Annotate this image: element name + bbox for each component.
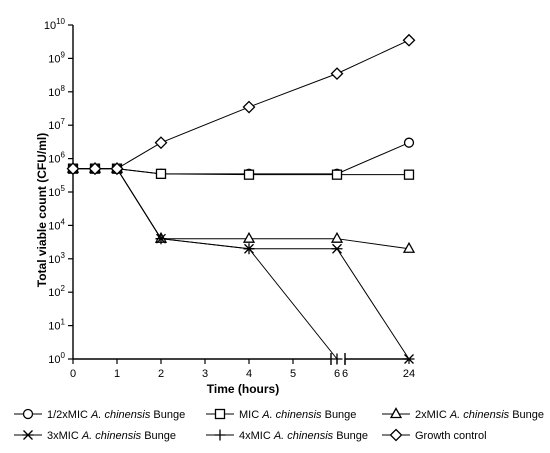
series-line	[73, 168, 410, 360]
y-tick-label: 101	[48, 318, 65, 333]
legend-item: MIC A. chinensis Bunge	[206, 408, 356, 421]
y-tick-label: 106	[48, 151, 65, 166]
y-axis-title: Total viable count (CFU/ml)	[35, 133, 49, 287]
data-point	[155, 233, 167, 245]
data-point	[155, 168, 167, 179]
data-point	[214, 408, 226, 420]
legend: 1/2xMIC A. chinensis Bunge MIC A. chinens…	[14, 407, 544, 442]
y-tick-label: 108	[48, 84, 65, 99]
y-tick-label: 100	[48, 351, 65, 366]
legend-item: 2xMIC A. chinensis Bunge	[382, 407, 544, 421]
data-point	[22, 408, 34, 420]
data-point	[331, 243, 343, 254]
y-tick-label: 105	[48, 184, 65, 199]
data-point	[403, 169, 415, 180]
data-point	[389, 428, 403, 442]
x-tick-label: 1	[114, 368, 120, 380]
x-tick-label: 4	[246, 368, 252, 380]
x-axis-title: Time (hours)	[207, 382, 279, 396]
series-line	[73, 168, 338, 360]
data-point	[389, 407, 403, 419]
legend-label: 1/2xMIC A. chinensis Bunge	[47, 409, 185, 421]
x-tick-label: 5	[290, 368, 296, 380]
data-point	[22, 430, 34, 440]
data-point	[403, 137, 415, 148]
series-layer	[66, 33, 416, 365]
series-line	[73, 168, 410, 250]
data-point	[330, 67, 344, 81]
x-tick-label: 0	[70, 368, 76, 380]
data-point	[66, 162, 80, 176]
legend-item: 1/2xMIC A. chinensis Bunge	[14, 408, 185, 421]
y-tick-label: 1010	[44, 17, 66, 32]
data-point	[154, 136, 168, 150]
legend-label: 2xMIC A. chinensis Bunge	[415, 409, 544, 421]
x-tick-label: 3	[202, 368, 208, 380]
series-triangle	[66, 161, 416, 253]
x-tick-label: 2	[158, 368, 164, 380]
x-tick-label: 6	[334, 368, 340, 380]
series-line	[73, 39, 410, 170]
legend-label: MIC A. chinensis Bunge	[239, 409, 356, 421]
legend-item: 4xMIC A. chinensis Bunge	[206, 429, 368, 442]
x-tick-labels: 0 1 2 3 4 5 6 6 24	[70, 368, 415, 380]
data-point	[402, 241, 416, 253]
legend-label: 3xMIC A. chinensis Bunge	[47, 430, 176, 442]
y-tick-label: 109	[48, 50, 65, 65]
legend-label: Growth control	[415, 430, 487, 442]
y-tick-label: 104	[48, 217, 65, 232]
legend-label: 4xMIC A. chinensis Bunge	[239, 430, 368, 442]
data-point	[331, 169, 343, 180]
data-point	[330, 231, 344, 243]
series-diamond	[66, 33, 416, 176]
data-point	[110, 162, 124, 176]
y-tick-label: 103	[48, 251, 65, 266]
series-star	[67, 163, 415, 364]
legend-item: 3xMIC A. chinensis Bunge	[14, 430, 176, 442]
data-point	[88, 162, 102, 176]
legend-item: Growth control	[382, 428, 487, 442]
series-plus	[67, 163, 343, 365]
data-point	[331, 353, 343, 365]
x-tick-label: 24	[403, 368, 415, 380]
y-tick-label: 107	[48, 117, 65, 132]
x-tick-label: 6	[342, 368, 348, 380]
data-point	[242, 100, 256, 114]
axes	[68, 24, 410, 365]
data-point	[243, 243, 255, 255]
data-point	[402, 33, 416, 47]
y-tick-label: 102	[48, 284, 65, 299]
data-point	[242, 231, 256, 243]
y-tick-labels: 100 101 102 103 104 105 106 107 108 109 1010	[44, 17, 66, 366]
data-point	[214, 429, 226, 441]
data-point	[403, 354, 415, 364]
data-point	[243, 169, 255, 180]
